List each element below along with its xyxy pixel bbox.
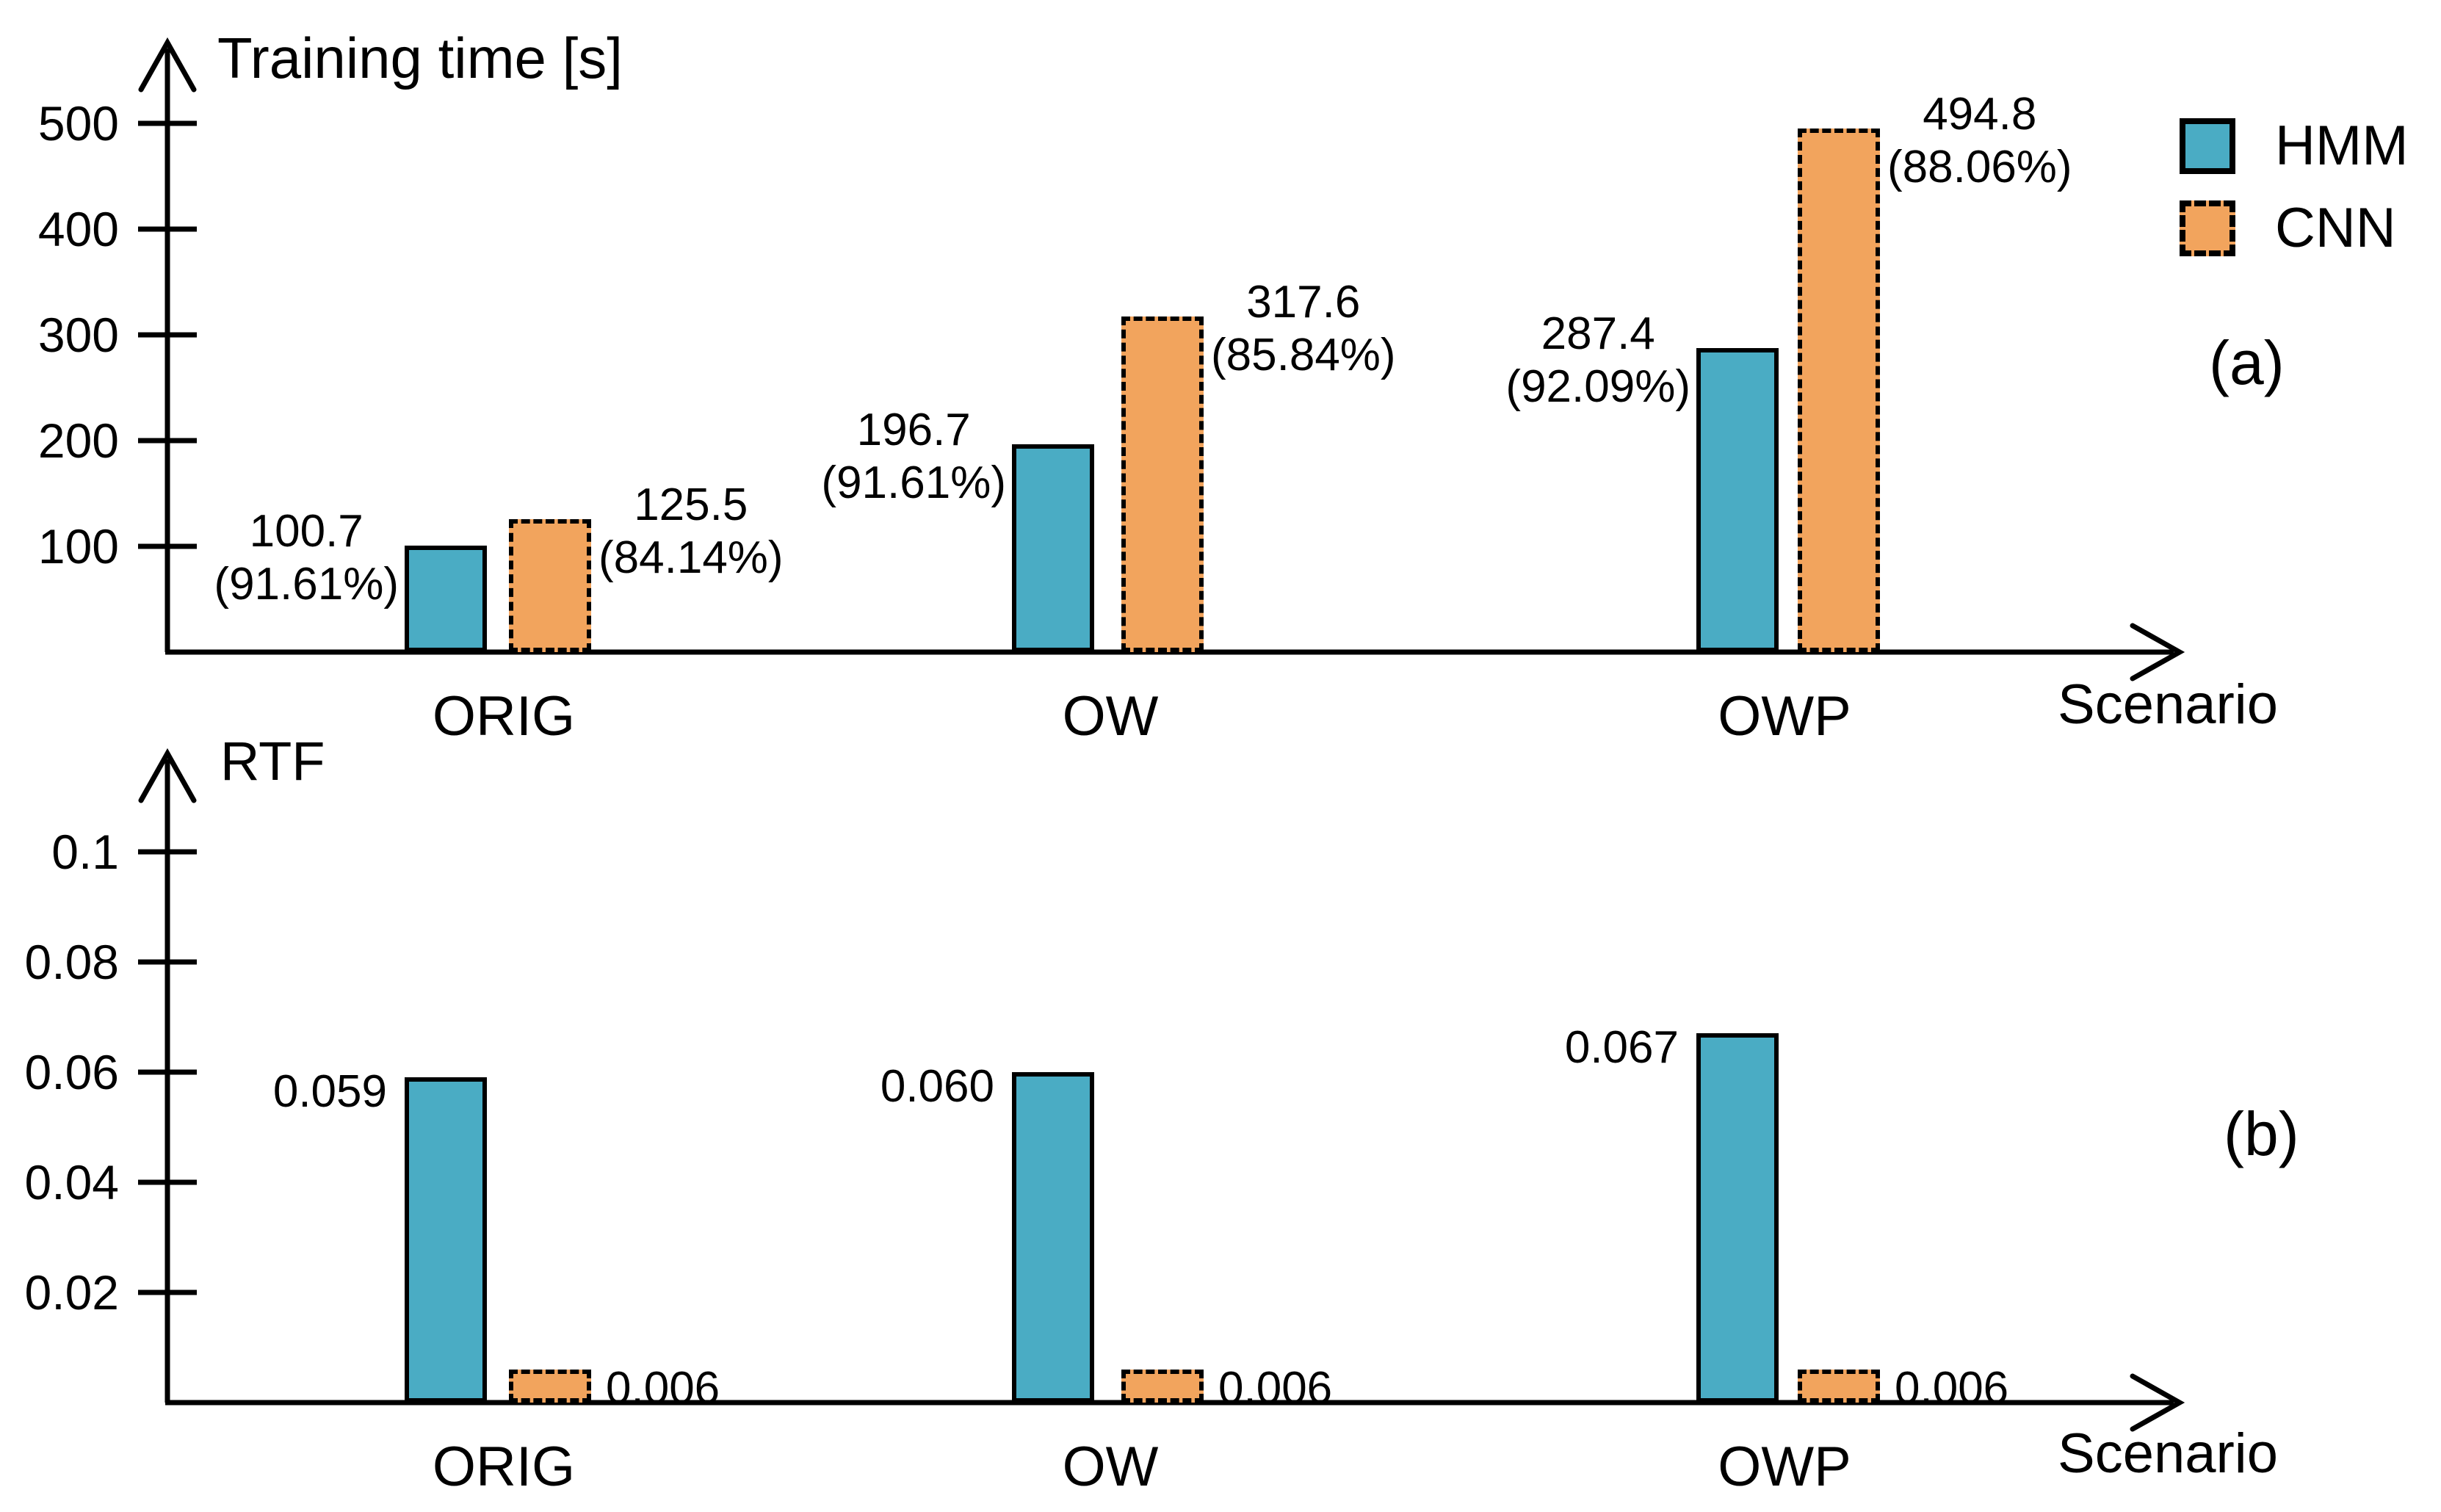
value-label-cnn-orig-a: 125.5 (84.14%) <box>599 480 784 583</box>
value-label-cnn-orig-b: 0.006 <box>606 1363 720 1414</box>
y-tick-label-a: 400 <box>37 202 119 256</box>
bar-hmm-orig-b <box>405 1077 487 1403</box>
value-label-cnn-ow-a: 317.6 (85.84%) <box>1211 277 1396 380</box>
chart-a-title: Training time [s] <box>217 26 623 90</box>
bar-cnn-ow-b <box>1121 1370 1204 1403</box>
value-label-hmm-owp-a: 287.4 (92.09%) <box>1505 308 1690 412</box>
chart-b-xaxis-label: Scenario <box>2058 1422 2278 1485</box>
value-label-cnn-ow-b: 0.006 <box>1218 1363 1333 1414</box>
y-tick-label-a: 100 <box>37 519 119 574</box>
y-tick-label-b: 0.04 <box>24 1155 119 1209</box>
bar-cnn-orig-b <box>509 1370 591 1403</box>
category-label-orig-b: ORIG <box>432 1436 576 1498</box>
bar-cnn-owp-b <box>1798 1370 1880 1403</box>
value-label-hmm-orig-a: 100.7 (91.61%) <box>214 506 399 609</box>
bar-hmm-owp-b <box>1696 1033 1779 1403</box>
bar-cnn-owp-a <box>1798 129 1880 652</box>
legend-item-hmm: HMM <box>2180 117 2409 175</box>
value-label-hmm-owp-b: 0.067 <box>1564 1022 1679 1073</box>
legend-item-cnn: CNN <box>2180 200 2409 257</box>
y-tick-label-b: 0.02 <box>24 1265 119 1320</box>
value-label-hmm-ow-b: 0.060 <box>880 1061 994 1112</box>
value-label-cnn-owp-a: 494.8 (88.06%) <box>1887 89 2072 192</box>
y-tick-label-a: 300 <box>37 308 119 362</box>
chart-b-title: RTF <box>220 731 325 792</box>
bar-hmm-ow-b <box>1012 1072 1094 1403</box>
value-label-hmm-ow-a: 196.7 (91.61%) <box>821 405 1006 508</box>
x-axis-arrow-icon-a <box>2130 623 2185 681</box>
y-tick-label-b: 0.1 <box>51 825 119 879</box>
bar-cnn-ow-a <box>1121 316 1204 652</box>
category-label-ow-a: OW <box>1062 685 1159 748</box>
chart-a-xaxis-label: Scenario <box>2058 673 2278 736</box>
cnn-swatch-icon <box>2180 200 2235 256</box>
x-axis-arrow-icon-b <box>2130 1373 2185 1432</box>
y-tick-label-b: 0.08 <box>24 935 119 989</box>
category-label-ow-b: OW <box>1062 1436 1159 1498</box>
bar-hmm-orig-a <box>405 546 487 652</box>
panel-b-label: (b) <box>2224 1099 2299 1168</box>
bar-hmm-owp-a <box>1696 348 1779 652</box>
hmm-swatch-icon <box>2180 118 2235 174</box>
panel-a-label: (a) <box>2209 328 2285 397</box>
y-tick-label-a: 200 <box>37 413 119 468</box>
bar-cnn-orig-a <box>509 519 591 652</box>
y-axis-arrow-icon-b <box>138 748 197 803</box>
category-label-owp-b: OWP <box>1718 1436 1851 1498</box>
category-label-owp-a: OWP <box>1718 685 1851 748</box>
legend: HMM CNN <box>2180 117 2409 282</box>
legend-label-cnn: CNN <box>2275 197 2396 259</box>
y-axis-arrow-icon-a <box>138 37 197 93</box>
y-tick-label-b: 0.06 <box>24 1045 119 1099</box>
value-label-cnn-owp-b: 0.006 <box>1895 1363 2009 1414</box>
value-label-hmm-orig-b: 0.059 <box>272 1066 387 1117</box>
category-label-orig-a: ORIG <box>432 685 576 748</box>
bar-hmm-ow-a <box>1012 444 1094 652</box>
y-tick-label-a: 500 <box>37 96 119 151</box>
legend-label-hmm: HMM <box>2275 115 2409 177</box>
